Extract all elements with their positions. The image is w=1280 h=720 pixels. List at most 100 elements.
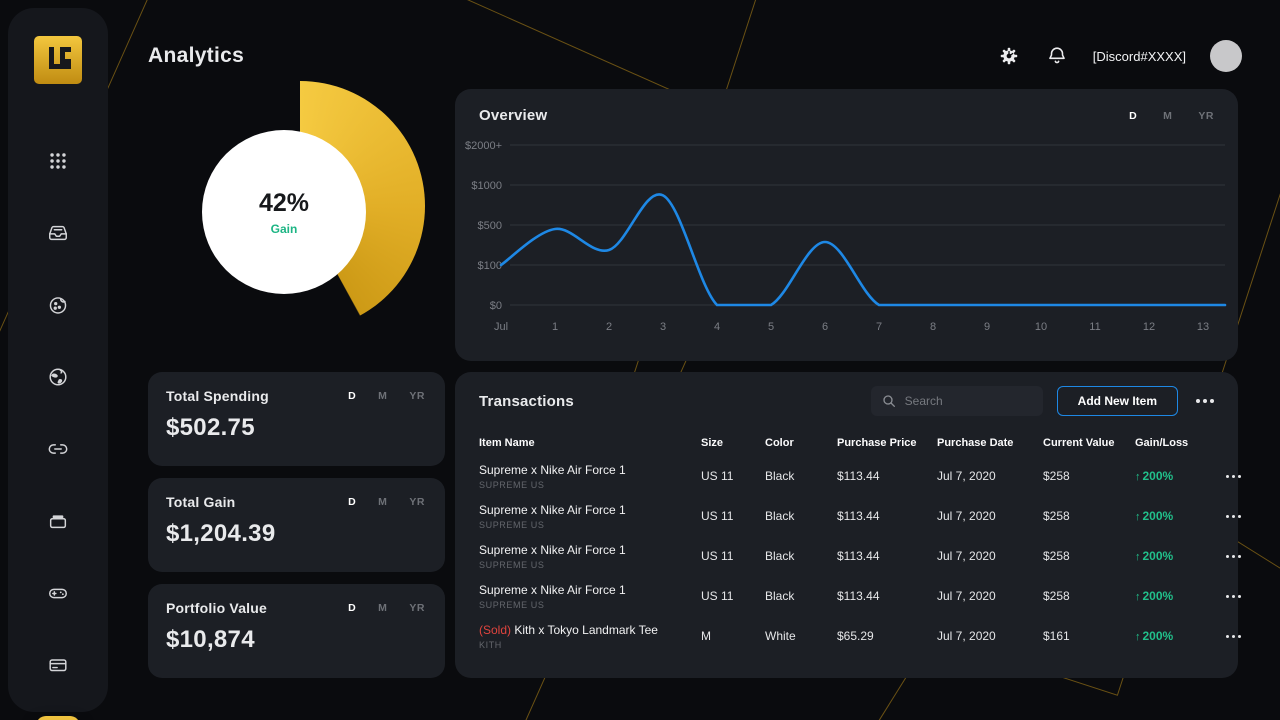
user-tag: [Discord#XXXX] [1092,48,1186,64]
sidebar-item-grid[interactable] [36,140,80,182]
svg-text:8: 8 [930,321,936,333]
svg-text:4: 4 [714,321,720,333]
sidebar-item-globe[interactable] [36,356,80,398]
svg-text:$500: $500 [478,220,502,232]
avatar[interactable] [1210,40,1242,72]
sidebar-item-analytics[interactable] [36,716,80,720]
toggle-yr[interactable]: YR [1198,109,1214,122]
stat-card-total-gain: Total Gain D M YR $1,204.39 [148,478,445,572]
toggle-d[interactable]: D [1129,109,1138,122]
toggle-d[interactable]: D [348,390,357,402]
toggle-yr[interactable]: YR [409,496,425,508]
purchase-price: $113.44 [837,509,880,523]
svg-text:$2000+: $2000+ [465,140,502,152]
stat-title: Total Spending [166,388,269,404]
row-menu-icon[interactable] [1222,551,1245,562]
stat-value: $502.75 [166,414,255,441]
column-header: Color [765,437,794,449]
item-color: Black [765,509,795,523]
purchase-price: $65.29 [837,629,874,643]
gamepad-icon [49,588,67,599]
current-value: $161 [1043,629,1070,643]
toggle-m[interactable]: M [378,496,388,508]
table-row[interactable]: (Sold) Kith x Tokyo Landmark Tee KITH M … [479,616,1241,656]
toggle-m[interactable]: M [1163,109,1173,122]
toggle-m[interactable]: M [378,390,388,402]
current-value: $258 [1043,469,1070,483]
donut-center: 42% Gain [202,130,366,294]
transactions-table: Item Name Size Color Purchase Price Purchase… [455,416,1241,656]
svg-text:3: 3 [660,321,666,333]
sidebar-item-gamepad[interactable] [36,572,80,614]
settings-icon[interactable] [997,44,1021,68]
gain-donut-chart: 42% Gain [160,70,450,350]
svg-text:1: 1 [552,321,558,333]
item-brand: SUPREME US [479,519,545,530]
stat-card-portfolio-value: Portfolio Value D M YR $10,874 [148,584,445,678]
row-menu-icon[interactable] [1222,591,1245,602]
credit-card-icon [49,659,67,672]
purchase-price: $113.44 [837,549,880,563]
item-name: Supreme x Nike Air Force 1 [479,462,626,477]
table-body: Supreme x Nike Air Force 1 SUPREME US US… [479,456,1241,656]
topbar: [Discord#XXXX] [997,40,1242,72]
current-value: $258 [1043,549,1070,563]
globe-icon [49,368,67,386]
item-color: Black [765,549,795,563]
transactions-menu-icon[interactable] [1192,395,1218,407]
sidebar-item-link[interactable] [36,428,80,470]
sidebar-item-inbox[interactable] [36,212,80,254]
item-size: US 11 [701,549,734,563]
row-menu-icon[interactable] [1222,511,1245,522]
sidebar: 0.0.0 [8,8,108,720]
item-brand: SUPREME US [479,559,545,570]
item-size: US 11 [701,469,734,483]
stat-period-toggle: D M YR [348,602,425,614]
stat-period-toggle: D M YR [348,390,425,402]
item-size: US 11 [701,509,734,523]
svg-text:6: 6 [822,321,828,333]
stat-title: Total Gain [166,494,236,510]
stat-card-total-spending: Total Spending D M YR $502.75 [148,372,445,466]
sidebar-item-credit-card[interactable] [36,644,80,686]
svg-text:$100: $100 [478,260,502,272]
table-header-row: Item Name Size Color Purchase Price Purchase… [479,430,1218,456]
arrow-up-icon: ↑ [1135,631,1141,643]
svg-text:$0: $0 [490,300,502,312]
item-color: Black [765,469,795,483]
overview-card: $2000+ $1000 $500 $100 $0 Jul 1 2 3 4 5 6 7 8 9 10 11 12 1… [455,89,1238,361]
arrow-up-icon: ↑ [1135,511,1141,523]
column-header: Current Value [1043,437,1115,449]
table-row[interactable]: Supreme x Nike Air Force 1 SUPREME US US… [479,496,1241,536]
grid-icon [50,153,66,169]
sidebar-item-box[interactable] [36,500,80,542]
arrow-up-icon: ↑ [1135,551,1141,563]
stat-value: $1,204.39 [166,520,276,547]
column-header: Size [701,437,724,449]
toggle-yr[interactable]: YR [409,602,425,614]
table-row[interactable]: Supreme x Nike Air Force 1 SUPREME US US… [479,536,1241,576]
row-menu-icon[interactable] [1222,631,1245,642]
page-title: Analytics [148,44,245,67]
toggle-m[interactable]: M [378,602,388,614]
toggle-yr[interactable]: YR [409,390,425,402]
search-box[interactable] [870,386,1043,416]
table-row[interactable]: Supreme x Nike Air Force 1 SUPREME US US… [479,576,1241,616]
item-name: Supreme x Nike Air Force 1 [479,542,626,557]
item-brand: SUPREME US [479,599,545,610]
add-new-item-button[interactable]: Add New Item [1056,386,1178,416]
sidebar-item-cookie[interactable] [36,284,80,326]
toggle-d[interactable]: D [348,496,357,508]
overview-title: Overview [479,107,548,124]
svg-text:5: 5 [768,321,774,333]
bell-icon[interactable] [1045,44,1069,68]
purchase-price: $113.44 [837,589,880,603]
svg-text:10: 10 [1035,321,1047,333]
gain-loss: ↑ 200% [1135,589,1174,603]
table-row[interactable]: Supreme x Nike Air Force 1 SUPREME US US… [479,456,1241,496]
sidebar-nav [36,140,80,720]
search-input[interactable] [904,394,1033,408]
row-menu-icon[interactable] [1222,471,1245,482]
toggle-d[interactable]: D [348,602,357,614]
